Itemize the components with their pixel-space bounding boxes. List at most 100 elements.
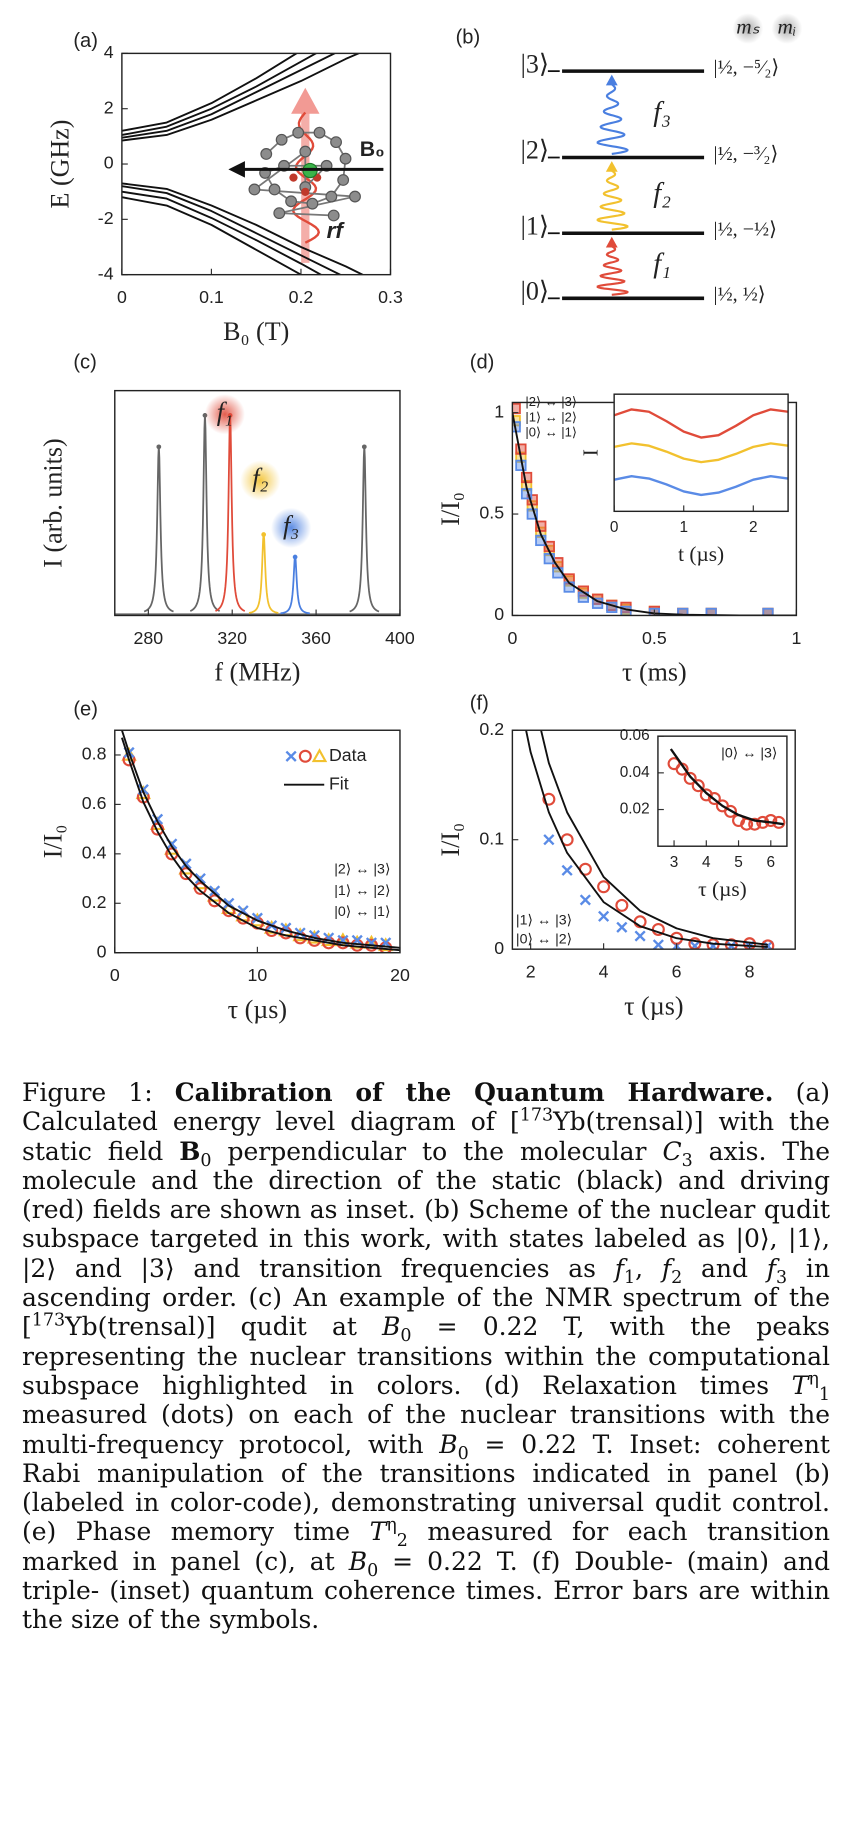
data-point: [764, 814, 778, 828]
caption-run: B: [382, 1312, 401, 1342]
spectrum-peak: [280, 555, 310, 615]
data-point: [598, 910, 610, 922]
data-point: [707, 792, 721, 806]
caption-run: η: [808, 1369, 819, 1390]
data-point: [677, 607, 689, 616]
plot-area: [667, 748, 786, 831]
y-tick-label: 1: [494, 401, 504, 421]
caption-run: η: [386, 1516, 397, 1537]
data-point: [579, 894, 591, 906]
caption-run: f: [766, 1253, 777, 1283]
caption-run: 1: [818, 1384, 830, 1405]
axes-frame: [114, 729, 401, 954]
caption-run: T: [369, 1517, 387, 1547]
x-tick-label: 5: [734, 854, 743, 871]
data-point: [194, 872, 206, 885]
data-point: [285, 750, 297, 762]
atom: [327, 209, 340, 222]
caption-run: 0: [200, 1150, 212, 1171]
transition-arrowhead: [605, 161, 618, 172]
panel-label: (b): [456, 26, 481, 48]
x-tick-label: 0: [117, 287, 127, 307]
annotation: |1⟩ ↔ |2⟩: [525, 409, 577, 424]
state-label: |½, −½⟩: [714, 218, 777, 240]
data-point: [512, 402, 521, 415]
ket-label: |2⟩: [521, 136, 549, 165]
y-tick-label: -4: [98, 263, 114, 283]
annotation: |0⟩ ↔ |3⟩: [721, 746, 777, 762]
series-line: [121, 53, 299, 132]
y-axis-label: I/I₀: [436, 492, 465, 526]
series-line: [121, 196, 303, 275]
x-tick-label: 10: [248, 965, 268, 985]
x-tick-label: 4: [599, 962, 609, 982]
peak-dot: [292, 554, 298, 560]
state-label: |½, ½⟩: [714, 284, 766, 306]
y-axis-label: I/I₀: [39, 825, 68, 859]
y-tick-label: 0.8: [82, 744, 107, 764]
atom: [260, 148, 273, 160]
x-tick-label: 0.5: [642, 628, 667, 648]
caption-run: 3: [776, 1267, 788, 1288]
y-tick-label: 0: [97, 941, 107, 961]
ket-label: |0⟩: [521, 277, 549, 306]
header-label: mᵢ: [778, 14, 797, 38]
y-axis-label: I (arb. units): [39, 438, 68, 567]
x-tick-label: 320: [217, 628, 247, 648]
data-point: [705, 607, 717, 616]
data-point: [543, 553, 555, 565]
x-tick-label: 0: [507, 628, 517, 648]
x-tick-label: 280: [134, 628, 164, 648]
transition-label: f₁: [653, 248, 671, 279]
x-tick-label: 400: [385, 628, 415, 648]
data-point: [298, 749, 312, 763]
plot-area: [121, 53, 365, 275]
y-tick-label: -2: [98, 208, 114, 228]
x-tick-label: 6: [672, 962, 682, 982]
caption-run: in ascending order. (c) An example of th…: [22, 1253, 830, 1342]
annotation: |2⟩ ↔ |3⟩: [525, 394, 577, 409]
data-point: [294, 927, 306, 939]
data-point: [515, 443, 527, 455]
axes-frame: [121, 52, 392, 276]
x-tick-label: 3: [670, 854, 679, 871]
caption-run: T: [791, 1370, 809, 1400]
caption-run: 0: [367, 1560, 379, 1581]
header-glow: [771, 13, 803, 44]
data-point: [615, 898, 629, 912]
x-axis-label: τ (µs): [624, 991, 683, 1020]
atom: [273, 207, 286, 220]
data-point: [208, 894, 222, 908]
rf-arrowhead: [291, 87, 320, 114]
panel-label: (e): [73, 698, 98, 720]
atom: [330, 136, 342, 149]
atom: [292, 126, 305, 139]
y-tick-label: 2: [104, 97, 114, 117]
spectrum-peak: [189, 414, 220, 612]
transition-label: f₂: [653, 178, 671, 209]
x-axis-label: τ (µs): [698, 877, 747, 901]
x-tick-label: 2: [526, 962, 536, 982]
caption-run: f: [614, 1253, 625, 1283]
x-tick-label: 8: [745, 962, 755, 982]
caption-run: 3: [681, 1150, 693, 1171]
panel-label: (c): [73, 352, 96, 374]
caption-run: measured for each transition marked in p…: [22, 1517, 830, 1576]
x-tick-label: 4: [702, 854, 711, 871]
caption-run: B: [179, 1136, 201, 1166]
data-point: [652, 939, 664, 950]
caption: Figure 1: Calibration of the Quantum Har…: [22, 1078, 830, 1842]
b0-arrowhead: [228, 161, 245, 178]
data-point: [311, 748, 328, 763]
panel-label: (d): [470, 352, 495, 374]
atom: [285, 195, 298, 208]
ket-label: |3⟩: [521, 49, 549, 78]
y-axis-label: E (GHz): [46, 120, 75, 209]
series-line: [614, 408, 789, 439]
data-point: [683, 771, 697, 785]
axes-frame: [657, 735, 788, 847]
y-tick-label: 0.06: [620, 727, 650, 744]
caption-run: 173: [31, 1311, 66, 1332]
caption-run: C: [662, 1136, 682, 1166]
figure: (a) 0 0.1 0.2 0.3 -4 -2 0 2 4 B₀ (T) E (GHz) B₀ rf (c)…: [39, 13, 803, 1024]
